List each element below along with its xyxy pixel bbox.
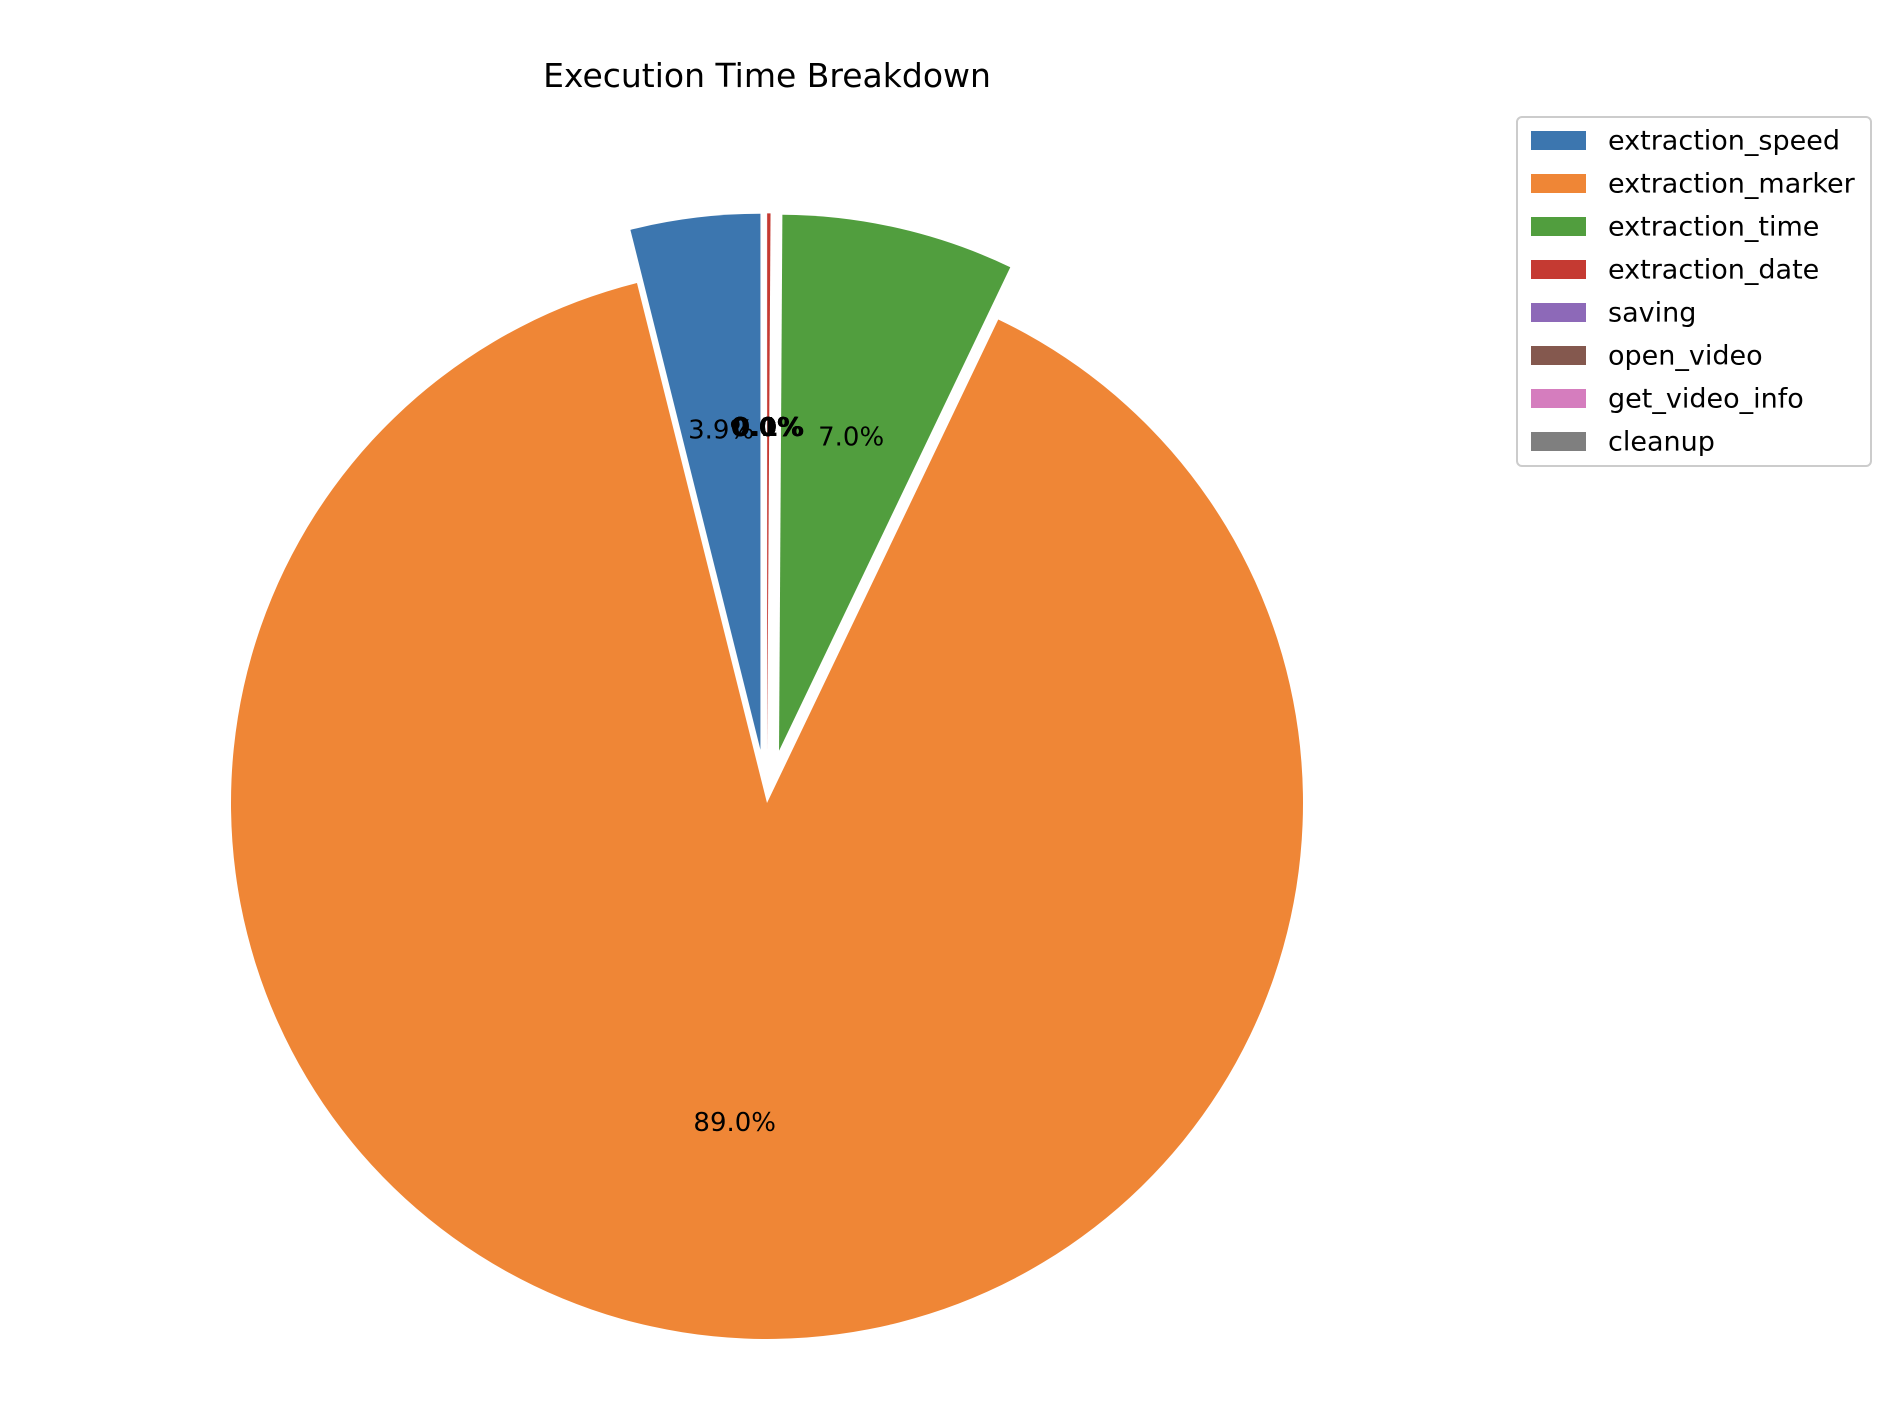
- legend-label-saving: saving: [1608, 298, 1696, 329]
- legend-label-extraction-marker: extraction_marker: [1608, 169, 1856, 200]
- legend-swatch-cleanup: [1531, 432, 1586, 451]
- pct-label-extraction-speed: 3.9%: [688, 416, 754, 446]
- legend-entries: extraction_speed extraction_markerextract…: [1531, 126, 1856, 458]
- pie-slice-extraction-date: [767, 213, 771, 750]
- legend-swatch-get-video-info: [1531, 389, 1586, 408]
- legend-label-get-video-info: get_video_info: [1608, 384, 1804, 415]
- pct-label-cleanup: 0.0%: [731, 413, 803, 443]
- legend-swatch-extraction-date: [1531, 260, 1586, 279]
- legend: extraction_speed extraction_markerextract…: [1516, 116, 1872, 467]
- legend-label-open-video: open_video: [1608, 341, 1763, 372]
- legend-frame: [1516, 116, 1872, 467]
- pie-slice-extraction-time: [779, 214, 1011, 751]
- pie-slices: [230, 213, 1303, 1339]
- legend-swatch-saving: [1531, 303, 1586, 322]
- chart-title: Execution Time Breakdown: [543, 56, 991, 95]
- pie-slice-extraction-marker: [230, 283, 1303, 1339]
- legend-swatch-extraction-marker: [1531, 174, 1586, 193]
- pct-label-saving: 0.0%: [731, 413, 803, 443]
- legend-swatch-extraction-time: [1531, 217, 1586, 236]
- legend-label-extraction-date: extraction_date: [1608, 255, 1819, 286]
- legend-swatch-extraction-speed: [1531, 131, 1586, 150]
- legend-label-cleanup: cleanup: [1608, 427, 1715, 458]
- pie-slice-extraction-speed: [630, 213, 761, 750]
- pct-label-extraction-time: 7.0%: [818, 422, 884, 452]
- legend-label-extraction-time: extraction_time: [1608, 212, 1819, 243]
- pct-label-extraction-date: 0.1%: [732, 413, 804, 443]
- legend-label-extraction-speed: extraction_speed: [1608, 126, 1840, 157]
- pie-percent-labels: 3.9%89.0%7.0%0.1%0.0%0.0%0.0%0.0%: [688, 413, 884, 1138]
- legend-swatch-open-video: [1531, 346, 1586, 365]
- pct-label-get-video-info: 0.0%: [731, 413, 803, 443]
- pct-label-open-video: 0.0%: [731, 413, 803, 443]
- pct-label-extraction-marker: 89.0%: [693, 1108, 776, 1138]
